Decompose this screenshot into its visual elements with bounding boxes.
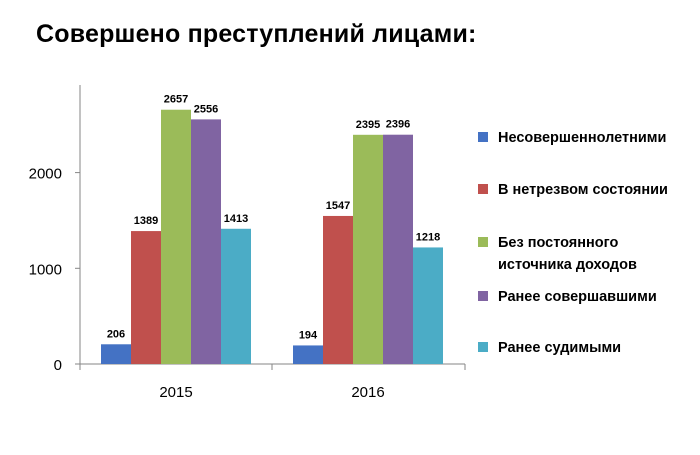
bar [353,134,383,364]
bar [383,134,413,364]
x-tick-label: 2015 [159,384,192,401]
data-label: 2556 [194,103,218,115]
legend-swatch [478,237,488,247]
legend-label: Несовершеннолетними [498,130,666,146]
y-tick-label: 2000 [29,166,62,183]
y-tick-label: 1000 [29,261,62,278]
legend-swatch [478,132,488,142]
data-label: 2657 [164,94,188,106]
legend-label: источника доходов [498,257,637,273]
bar [101,344,131,364]
bar [413,247,443,364]
legend-swatch [478,291,488,301]
legend-swatch [478,184,488,194]
bar [323,215,353,364]
bar [293,345,323,364]
y-tick-label: 0 [54,357,62,374]
legend-swatch [478,342,488,352]
data-label: 2396 [386,119,410,131]
chart-title: Совершено преступлений лицами: [36,20,477,48]
data-label: 206 [107,328,125,340]
data-label: 2395 [356,119,380,131]
x-tick-label: 2016 [351,384,384,401]
bar [191,119,221,364]
data-label: 1547 [326,200,350,212]
data-label: 1218 [416,231,440,243]
data-label: 194 [299,329,318,341]
legend-label: В нетрезвом состоянии [498,182,668,198]
bar [221,228,251,364]
legend-label: Ранее судимыми [498,340,621,356]
data-label: 1413 [224,213,248,225]
legend-label: Без постоянного [498,235,618,251]
legend-label: Ранее совершавшими [498,289,657,305]
bar [131,231,161,364]
bar [161,109,191,364]
data-label: 1389 [134,215,158,227]
